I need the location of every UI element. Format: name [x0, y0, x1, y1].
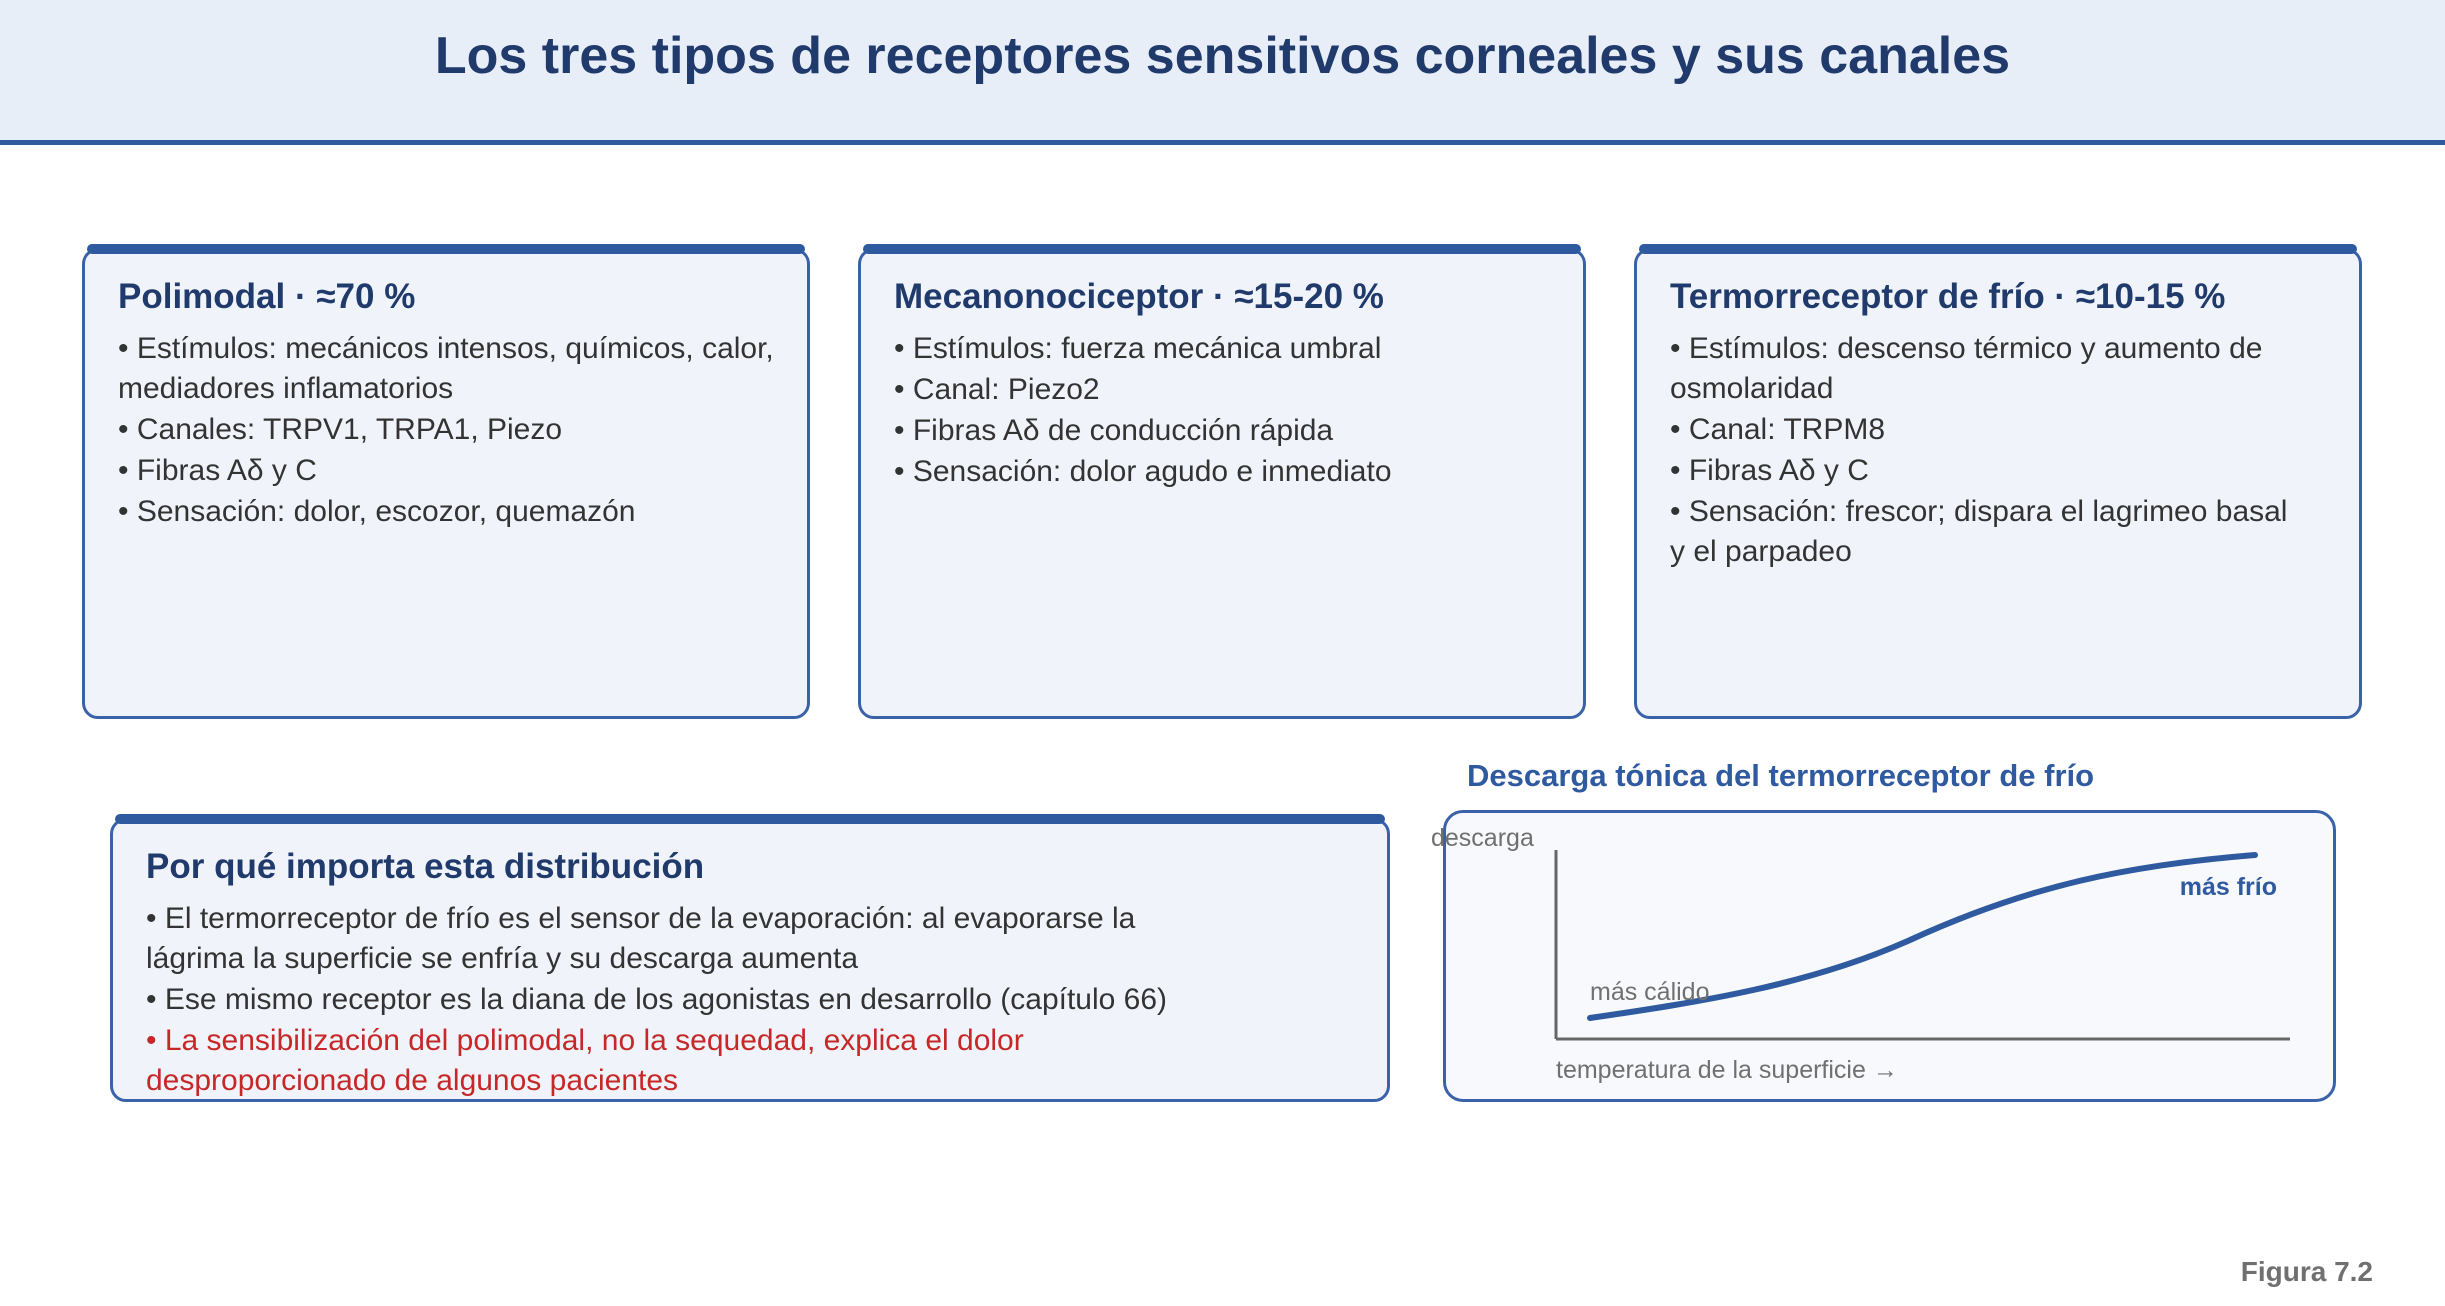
- list-item: • Sensación: frescor; dispara el lagrime…: [1670, 495, 2288, 568]
- card-heading: Mecanonociceptor · ≈15-20 %: [894, 277, 1384, 316]
- list-item: • Fibras Aδ y C: [118, 454, 317, 487]
- card-accent-bar: [1639, 244, 2357, 254]
- x-axis-label: temperatura de la superficie →: [1556, 1056, 1898, 1084]
- page-title: Los tres tipos de receptores sensitivos …: [434, 27, 2011, 85]
- list-item: • Canales: TRPV1, TRPA1, Piezo: [118, 413, 563, 446]
- card-heading: Polimodal · ≈70 %: [118, 277, 416, 316]
- card-heading: Por qué importa esta distribución: [146, 847, 705, 886]
- list-item: • Estímulos: mecánicos intensos, químico…: [118, 332, 774, 405]
- importance-card: Por qué importa esta distribución • El t…: [110, 814, 1390, 1102]
- annotation-warm: más cálido: [1590, 978, 1710, 1006]
- card-termorreceptor: Termorreceptor de frío · ≈10-15 % • Estí…: [1634, 244, 2362, 719]
- chart-panel: [1443, 810, 2336, 1102]
- list-item: • Sensación: dolor agudo e inmediato: [894, 455, 1392, 488]
- card-list: • El termorreceptor de frío es el sensor…: [146, 899, 1217, 1102]
- list-item: • Fibras Aδ de conducción rápida: [894, 414, 1334, 447]
- card-list: • Estímulos: fuerza mecánica umbral • Ca…: [894, 329, 1553, 493]
- list-item: • El termorreceptor de frío es el sensor…: [146, 902, 1136, 975]
- card-accent-bar: [863, 244, 1581, 254]
- card-heading: Termorreceptor de frío · ≈10-15 %: [1670, 277, 2226, 316]
- figure-label: Figura 7.2: [2240, 1256, 2373, 1287]
- card-accent-bar: [87, 244, 805, 254]
- card-accent-bar: [115, 814, 1385, 824]
- list-item: • Fibras Aδ y C: [1670, 454, 1869, 487]
- header-banner: Los tres tipos de receptores sensitivos …: [0, 0, 2445, 145]
- list-item: • Estímulos: descenso térmico y aumento …: [1670, 332, 2263, 405]
- y-axis-label: descarga: [1431, 824, 1534, 852]
- annotation-cold: más frío: [2180, 873, 2277, 901]
- list-item: • Estímulos: fuerza mecánica umbral: [894, 332, 1382, 365]
- card-list: • Estímulos: mecánicos intensos, químico…: [118, 329, 777, 533]
- list-item: • Ese mismo receptor es la diana de los …: [146, 983, 1168, 1016]
- list-item: • Canal: Piezo2: [894, 373, 1100, 406]
- card-mecanonociceptor: Mecanonociceptor · ≈15-20 % • Estímulos:…: [858, 244, 1586, 719]
- list-item: • Canal: TRPM8: [1670, 413, 1886, 446]
- card-list: • Estímulos: descenso térmico y aumento …: [1670, 329, 2309, 573]
- highlight-item: • La sensibilización del polimodal, no l…: [146, 1024, 1024, 1097]
- chart-title: Descarga tónica del termorreceptor de fr…: [1467, 758, 2095, 793]
- discharge-curve: [1587, 852, 2258, 1021]
- card-polimodal: Polimodal · ≈70 % • Estímulos: mecánicos…: [82, 244, 810, 719]
- list-item: • Sensación: dolor, escozor, quemazón: [118, 495, 636, 528]
